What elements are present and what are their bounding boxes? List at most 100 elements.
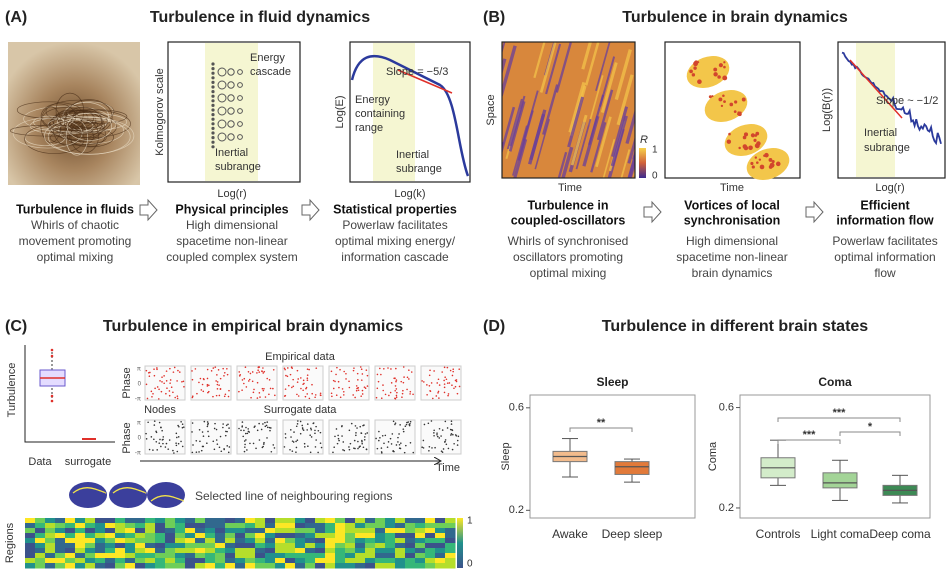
heat-cell <box>105 518 116 524</box>
phase-dot <box>408 378 410 380</box>
phase-dot <box>361 379 363 381</box>
phase-dot <box>257 430 259 432</box>
heat-cell <box>75 523 86 529</box>
heat-cell <box>325 558 336 564</box>
step-text: optimal mixing <box>530 266 607 280</box>
phase-dot <box>292 385 294 387</box>
heat-cell <box>405 518 416 524</box>
phase-dot <box>388 395 390 397</box>
heat-cell <box>155 548 166 554</box>
heat-cell <box>165 523 176 529</box>
vortex-dot <box>752 165 755 168</box>
phase-dot <box>200 378 202 380</box>
phase-dot <box>452 368 454 370</box>
heat-cell <box>395 548 406 554</box>
axis-label: Coma <box>707 441 719 471</box>
heat-cell <box>95 553 106 559</box>
axis-label: Space <box>485 94 497 125</box>
phase-dot <box>162 436 164 438</box>
phase-dot <box>172 450 174 452</box>
step-heading: Turbulence in <box>527 198 608 212</box>
phase-dot <box>203 379 205 381</box>
phase-dot <box>336 394 338 396</box>
phase-dot <box>396 395 398 397</box>
phase-dot <box>178 436 180 438</box>
heat-cell <box>395 528 406 534</box>
colorbar-tick: 0 <box>652 171 658 182</box>
axis-label: Time <box>558 182 582 194</box>
heat-cell <box>225 563 236 569</box>
vortex-dot <box>721 105 723 107</box>
heat-cell <box>375 553 386 559</box>
phase-dot <box>306 393 308 395</box>
heat-cell <box>385 518 396 524</box>
heat-cell <box>205 553 216 559</box>
phase-dot <box>241 426 243 428</box>
phase-dot <box>160 427 162 429</box>
phase-dot <box>292 379 294 381</box>
phase-dot <box>156 367 158 369</box>
heat-cell <box>215 558 226 564</box>
heat-cell <box>105 533 116 539</box>
phase-dot <box>377 448 379 450</box>
heat-cell <box>405 533 416 539</box>
step-text: information cascade <box>341 250 449 264</box>
phase-dot <box>337 443 339 445</box>
phase-dot <box>396 392 398 394</box>
phase-dot <box>303 429 305 431</box>
heat-cell <box>135 528 146 534</box>
phase-dot <box>264 422 266 424</box>
phase-dot <box>222 423 224 425</box>
phase-dot <box>396 379 398 381</box>
heat-cell <box>285 523 296 529</box>
phase-dot <box>257 397 259 399</box>
phase-dot <box>285 388 287 390</box>
panel-title: Turbulence in different brain states <box>602 318 869 335</box>
vortex-dot <box>751 133 755 137</box>
heat-cell <box>165 528 176 534</box>
phase-dot <box>334 436 336 438</box>
phase-dot <box>224 395 226 397</box>
vortex-dot <box>712 95 714 97</box>
phase-dot <box>258 371 260 373</box>
phase-dot <box>216 429 218 431</box>
phase-dot <box>182 446 184 448</box>
heat-cell <box>205 528 216 534</box>
heat-cell <box>45 543 56 549</box>
heat-cell <box>255 543 266 549</box>
phase-dot <box>431 447 433 449</box>
heat-cell <box>175 528 186 534</box>
phase-dot <box>407 376 409 378</box>
phase-dot <box>241 389 243 391</box>
phase-dot <box>310 452 312 454</box>
heat-cell <box>95 528 106 534</box>
phase-dot <box>206 442 208 444</box>
phase-dot <box>166 443 168 445</box>
heat-cell <box>95 533 106 539</box>
phase-dot <box>383 368 385 370</box>
phase-dot <box>423 440 425 442</box>
vortex-dot <box>759 158 761 160</box>
phase-dot <box>307 379 309 381</box>
heat-cell <box>25 518 36 524</box>
heat-cell <box>235 528 246 534</box>
phase-dot <box>402 390 404 392</box>
phase-dot <box>410 391 412 393</box>
phase-dot <box>203 435 205 437</box>
heat-cell <box>45 518 56 524</box>
phase-dot <box>149 375 151 377</box>
phase-dot <box>298 395 300 397</box>
phase-dot <box>263 371 265 373</box>
phase-dot <box>351 423 353 425</box>
phase-dot <box>246 449 248 451</box>
phase-dot <box>378 381 380 383</box>
phase-dot <box>343 371 345 373</box>
phase-dot <box>387 367 389 369</box>
heat-cell <box>335 518 346 524</box>
phase-dot <box>452 434 454 436</box>
phase-dot <box>452 430 454 432</box>
step-text: flow <box>874 266 896 280</box>
phase-dot <box>444 441 446 443</box>
heat-cell <box>115 518 126 524</box>
step-text: spacetime non-linear <box>176 234 287 248</box>
